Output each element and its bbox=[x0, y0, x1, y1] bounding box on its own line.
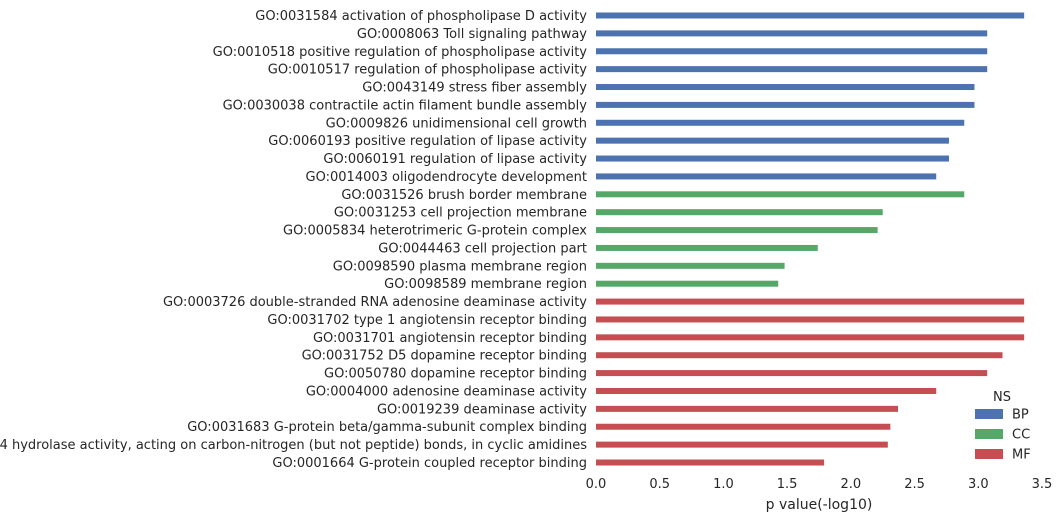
legend-entries: BP CC MF bbox=[975, 408, 1031, 463]
bar-bp bbox=[596, 12, 1025, 19]
category-label: GO:0050780 dopamine receptor binding bbox=[324, 367, 587, 382]
category-label: GO:0098590 plasma membrane region bbox=[333, 259, 587, 274]
legend-label-cc: CC bbox=[1012, 428, 1030, 443]
bar-cc bbox=[596, 262, 785, 269]
category-label: GO:0014003 oligodendrocyte development bbox=[306, 170, 587, 185]
bar-mf bbox=[596, 298, 1025, 305]
category-label: GO:0031752 D5 dopamine receptor binding bbox=[302, 349, 587, 364]
legend: NS BP CC MF bbox=[975, 390, 1031, 463]
category-label: GO:0031253 cell projection membrane bbox=[334, 206, 587, 221]
category-label: GO:0010518 positive regulation of phosph… bbox=[213, 45, 588, 60]
x-tick-label: 0.5 bbox=[649, 477, 670, 492]
bar-bp bbox=[596, 30, 988, 37]
bar-bp bbox=[596, 84, 975, 91]
bar-bp bbox=[596, 119, 965, 126]
x-tick-label: 3.0 bbox=[968, 477, 989, 492]
category-label: GO:0010517 regulation of phospholipase a… bbox=[268, 63, 588, 78]
bar-mf bbox=[596, 387, 937, 394]
bar-bp bbox=[596, 173, 937, 180]
category-label: GO:0009826 unidimensional cell growth bbox=[326, 116, 587, 131]
category-label: GO:0031526 brush border membrane bbox=[341, 188, 587, 203]
category-labels: GO:0031584 activation of phospholipase D… bbox=[0, 9, 587, 471]
x-axis-title: p value(-log10) bbox=[766, 497, 873, 513]
legend-swatch-bp bbox=[975, 409, 1003, 419]
x-tick-label: 3.5 bbox=[1032, 477, 1053, 492]
bar-bp bbox=[596, 66, 988, 73]
category-label: GO:0001664 G-protein coupled receptor bi… bbox=[272, 456, 587, 471]
bar-mf bbox=[596, 370, 988, 377]
x-tick-label: 1.0 bbox=[713, 477, 734, 492]
bar-cc bbox=[596, 227, 878, 234]
category-label: GO:0031702 type 1 angiotensin receptor b… bbox=[267, 313, 587, 328]
category-label: GO:0003726 double-stranded RNA adenosine… bbox=[163, 295, 587, 310]
bar-bp bbox=[596, 48, 988, 55]
category-label: GO:0031701 angiotensin receptor binding bbox=[313, 331, 587, 346]
category-label: GO:0060191 regulation of lipase activity bbox=[323, 152, 587, 167]
x-tick-label: 2.5 bbox=[904, 477, 925, 492]
bars-layer bbox=[596, 12, 1025, 466]
bar-mf bbox=[596, 316, 1025, 323]
legend-label-mf: MF bbox=[1012, 448, 1031, 463]
x-axis-ticks: 0.0 0.5 1.0 1.5 2.0 2.5 3.0 3.5 bbox=[586, 477, 1053, 492]
x-tick-label: 2.0 bbox=[841, 477, 862, 492]
bar-cc bbox=[596, 191, 965, 198]
bar-bp bbox=[596, 155, 949, 162]
bar-cc bbox=[596, 209, 883, 216]
legend-swatch-cc bbox=[975, 429, 1003, 439]
legend-title: NS bbox=[993, 390, 1011, 405]
bar-bp bbox=[596, 101, 975, 108]
bar-mf bbox=[596, 334, 1025, 341]
bar-bp bbox=[596, 137, 949, 144]
category-label: GO:0060193 positive regulation of lipase… bbox=[268, 134, 587, 149]
x-tick-label: 0.0 bbox=[586, 477, 607, 492]
category-label: GO:0005834 heterotrimeric G-protein comp… bbox=[283, 224, 587, 239]
category-label: GO:0016814 hydrolase activity, acting on… bbox=[0, 438, 587, 453]
bar-mf bbox=[596, 423, 891, 430]
legend-swatch-mf bbox=[975, 449, 1003, 459]
category-label: GO:0031683 G-protein beta/gamma-subunit … bbox=[187, 420, 587, 435]
bar-mf bbox=[596, 459, 825, 466]
bar-mf bbox=[596, 441, 888, 448]
x-tick-label: 1.5 bbox=[777, 477, 798, 492]
category-label: GO:0008063 Toll signaling pathway bbox=[357, 27, 587, 42]
category-label: GO:0004000 adenosine deaminase activity bbox=[306, 384, 587, 399]
category-label: GO:0043149 stress fiber assembly bbox=[362, 81, 587, 96]
bar-cc bbox=[596, 280, 779, 287]
category-label: GO:0044463 cell projection part bbox=[378, 241, 587, 256]
category-label: GO:0031584 activation of phospholipase D… bbox=[255, 9, 587, 24]
bar-cc bbox=[596, 244, 818, 251]
category-label: GO:0098589 membrane region bbox=[384, 277, 587, 292]
legend-label-bp: BP bbox=[1012, 408, 1029, 423]
category-label: GO:0019239 deaminase activity bbox=[377, 402, 587, 417]
category-label: GO:0030038 contractile actin filament bu… bbox=[223, 98, 588, 113]
bar-mf bbox=[596, 352, 1003, 359]
bar-mf bbox=[596, 405, 899, 412]
